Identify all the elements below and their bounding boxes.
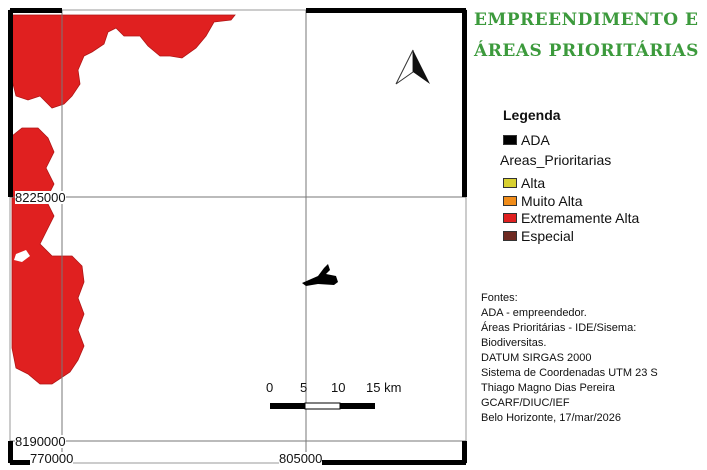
grid-label-x-770000: 770000	[30, 451, 74, 466]
map-title-line1: EMPREENDIMENTO E	[474, 10, 699, 30]
grid-label-y-8225000: 8225000	[15, 190, 66, 205]
legend-label: Alta	[521, 175, 546, 191]
coordinate-grid	[10, 10, 466, 463]
source-line: DATUM SIRGAS 2000	[481, 352, 592, 364]
legend-swatch	[503, 178, 517, 188]
grid-label-y-8190000: 8190000	[15, 434, 66, 449]
legend-swatch	[503, 231, 517, 241]
legend-group-label: Areas_Prioritarias	[500, 152, 612, 168]
legend-item: Muito Alta	[503, 193, 582, 209]
scale-bar	[270, 402, 375, 410]
legend-label: Extremamente Alta	[521, 210, 640, 226]
legend-item: Alta	[503, 175, 545, 191]
legend-swatch	[503, 196, 517, 206]
legend-item: Especial	[503, 228, 574, 244]
legend-item: Extremamente Alta	[503, 210, 639, 226]
legend-label-ada: ADA	[521, 132, 550, 148]
scale-label-5: 5	[300, 380, 308, 395]
ada-polygon	[302, 264, 338, 286]
map-title-line2: ÁREAS PRIORITÁRIAS	[474, 41, 699, 61]
source-line: GCARF/DIUC/IEF	[481, 397, 570, 409]
source-line: Áreas Prioritárias - IDE/Sisema:	[481, 322, 637, 334]
source-line: Fontes:	[481, 292, 518, 304]
legend-title: Legenda	[503, 107, 561, 123]
source-line: Belo Horizonte, 17/mar/2026	[481, 412, 622, 424]
grid-label-x-805000: 805000	[279, 451, 323, 466]
legend-label: Especial	[521, 228, 574, 244]
source-line: Thiago Magno Dias Pereira	[481, 382, 615, 394]
legend-item-ada: ADA	[503, 132, 550, 148]
sources-block: Fontes: ADA - empreendedor. Áreas Prioritá…	[481, 291, 658, 426]
scale-label-10: 10	[331, 380, 346, 395]
north-arrow-icon	[395, 49, 430, 85]
legend-label: Muito Alta	[521, 193, 583, 209]
source-line: ADA - empreendedor.	[481, 307, 587, 319]
scale-label-0: 0	[266, 380, 274, 395]
source-line: Biodiversitas.	[481, 337, 547, 349]
source-line: Sistema de Coordenadas UTM 23 S	[481, 367, 658, 379]
scale-label-15km: 15 km	[366, 380, 402, 395]
legend-swatch	[503, 213, 517, 223]
legend-swatch-ada	[503, 135, 517, 145]
